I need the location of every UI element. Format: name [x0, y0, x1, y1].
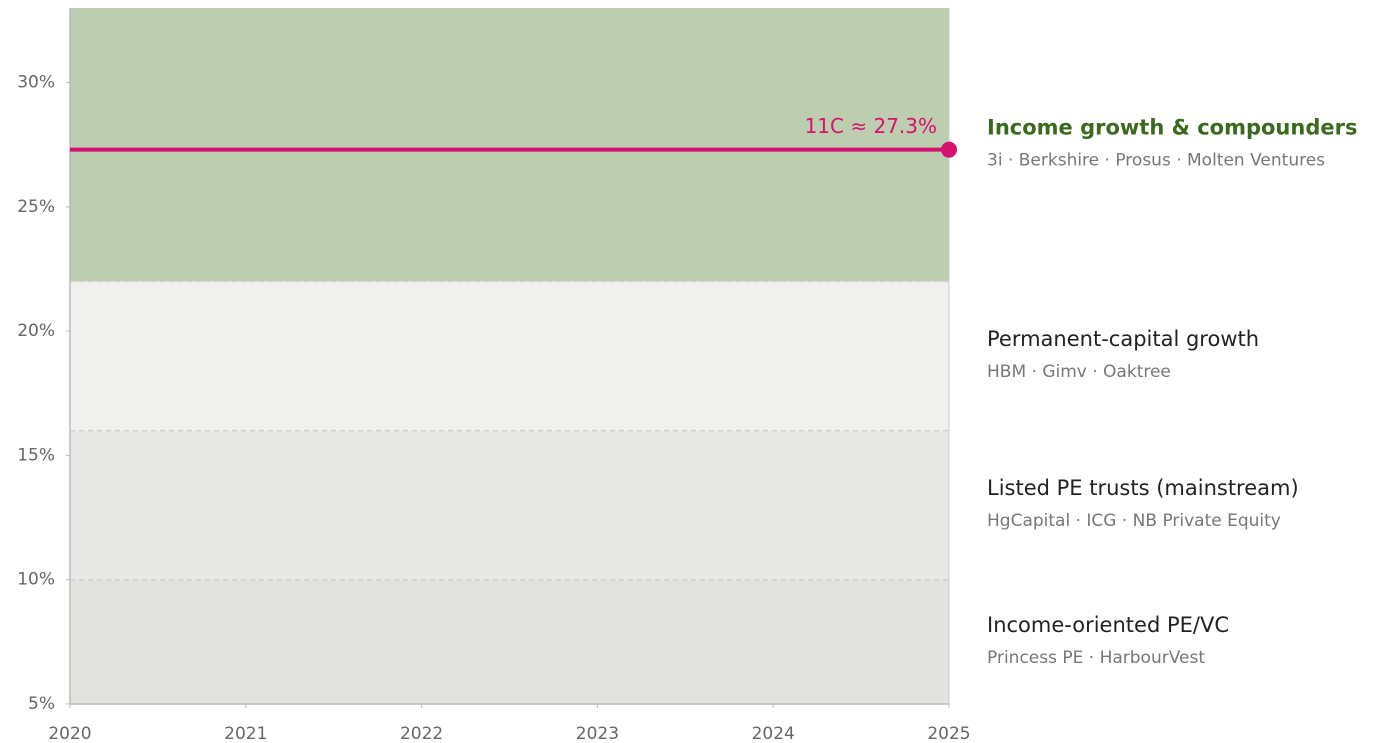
- y-tick-label: 20%: [17, 321, 55, 341]
- x-tick-label: 2025: [927, 724, 970, 743]
- y-tick-label: 10%: [17, 570, 55, 590]
- band: [70, 281, 949, 431]
- band-name: Income growth & compounders: [987, 116, 1357, 140]
- line-label: 11C ≈ 27.3%: [805, 114, 937, 138]
- band: [70, 579, 949, 704]
- band-name: Permanent-capital growth: [987, 327, 1259, 351]
- band-name: Listed PE trusts (mainstream): [987, 476, 1299, 500]
- x-tick-label: 2022: [400, 724, 443, 743]
- y-tick-label: 5%: [28, 694, 55, 714]
- x-tick-label: 2021: [224, 724, 267, 743]
- y-tick-label: 25%: [17, 197, 55, 217]
- y-tick-label: 15%: [17, 445, 55, 465]
- band-members: 3i · Berkshire · Prosus · Molten Venture…: [987, 151, 1325, 171]
- band-members: HgCapital · ICG · NB Private Equity: [987, 511, 1281, 531]
- band: [70, 8, 949, 282]
- x-tick-label: 2024: [752, 724, 795, 743]
- band: [70, 430, 949, 580]
- x-tick-label: 2023: [576, 724, 619, 743]
- band-members: Princess PE · HarbourVest: [987, 648, 1205, 668]
- band-members: HBM · Gimv · Oaktree: [987, 362, 1171, 382]
- y-tick-label: 30%: [17, 73, 55, 93]
- band-name: Income-oriented PE/VC: [987, 613, 1229, 637]
- x-tick-label: 2020: [48, 724, 91, 743]
- end-marker: [941, 141, 957, 158]
